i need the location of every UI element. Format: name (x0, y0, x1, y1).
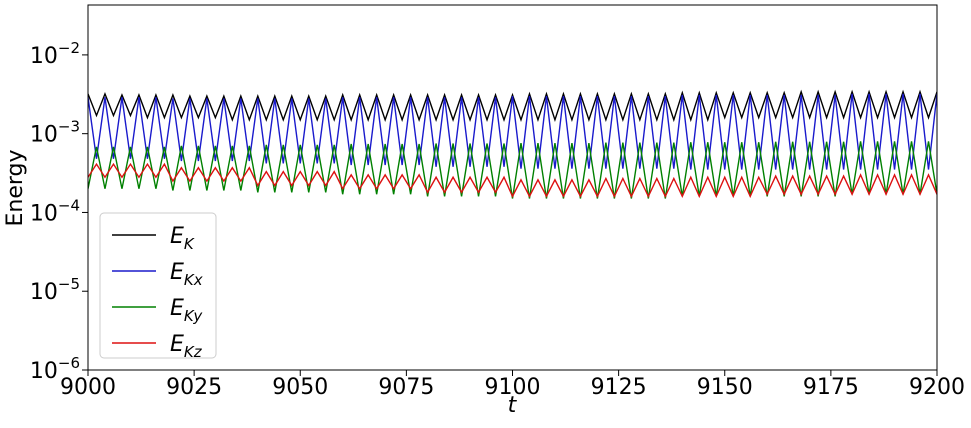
series-line (88, 162, 937, 199)
x-tick-label: 9125 (591, 375, 647, 400)
x-tick-label: 9200 (909, 375, 965, 400)
x-tick-label: 9175 (803, 375, 859, 400)
x-tick-label: 9075 (378, 375, 434, 400)
legend-label: EK (170, 224, 195, 253)
plot-frame (87, 4, 938, 371)
legend-label: EKy (170, 296, 203, 325)
y-tick-label: 10−5 (30, 275, 80, 305)
x-tick-label: 9000 (60, 375, 116, 400)
series-line (88, 93, 937, 170)
x-tick-label: 9025 (166, 375, 222, 400)
y-tick-label: 10−4 (30, 196, 80, 226)
series-line (88, 89, 937, 123)
x-tick-label: 9050 (272, 375, 328, 400)
x-tick-label: 9100 (485, 375, 541, 400)
legend-label: EKz (170, 332, 203, 361)
y-tick-label: 10−3 (30, 118, 80, 148)
y-tick-label: 10−6 (30, 354, 80, 384)
legend-label: EKx (170, 260, 203, 289)
legend-box (99, 212, 217, 359)
x-axis-label: t (508, 393, 518, 418)
x-tick-label: 9150 (697, 375, 753, 400)
series-line (88, 141, 937, 199)
y-axis-label: Energy (3, 149, 28, 226)
y-tick-label: 10−2 (30, 39, 80, 69)
